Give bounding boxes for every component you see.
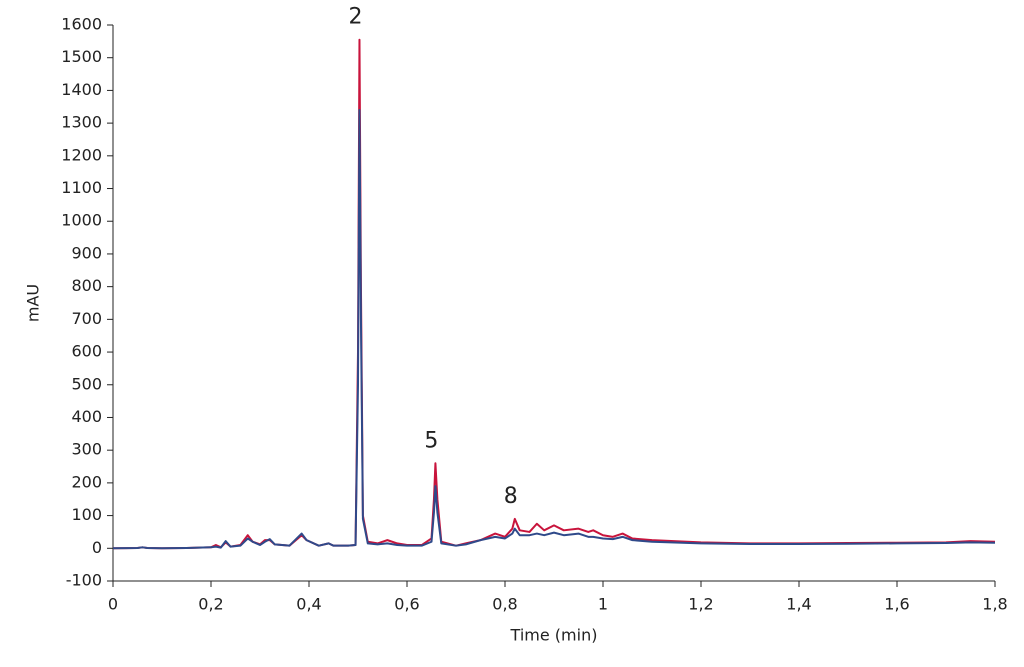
y-tick-label: 500 <box>71 374 102 393</box>
peak-label: 2 <box>348 5 362 30</box>
y-tick-label: -100 <box>66 571 102 590</box>
x-tick-label: 0,2 <box>198 595 223 614</box>
x-tick-label: 0,6 <box>394 595 419 614</box>
x-tick-label: 0 <box>108 595 118 614</box>
x-tick-label: 0,8 <box>492 595 517 614</box>
y-tick-label: 300 <box>71 440 102 459</box>
x-tick-label: 1 <box>598 595 608 614</box>
y-tick-label: 1400 <box>61 80 102 99</box>
x-tick-label: 1,2 <box>688 595 713 614</box>
x-tick-label: 1,4 <box>786 595 811 614</box>
y-tick-label: 1300 <box>61 113 102 132</box>
y-tick-label: 100 <box>71 505 102 524</box>
x-tick-label: 1,6 <box>884 595 909 614</box>
y-tick-label: 1000 <box>61 211 102 230</box>
y-tick-label: 800 <box>71 276 102 295</box>
y-axis-label: mAU <box>24 284 43 322</box>
series-line <box>112 109 996 550</box>
peak-label: 8 <box>504 484 518 509</box>
y-tick-label: 700 <box>71 309 102 328</box>
y-tick-label: 1600 <box>61 15 102 34</box>
y-tick-label: 1100 <box>61 178 102 197</box>
peak-label: 5 <box>424 428 438 453</box>
y-tick-label: 400 <box>71 407 102 426</box>
y-tick-label: 0 <box>92 538 102 557</box>
series-line <box>112 38 996 550</box>
y-tick-label: 900 <box>71 243 102 262</box>
x-tick-label: 1,8 <box>982 595 1007 614</box>
y-tick-label: 1500 <box>61 47 102 66</box>
x-axis-label: Time (min) <box>510 626 598 645</box>
y-tick-label: 1200 <box>61 145 102 164</box>
y-tick-label: 200 <box>71 472 102 491</box>
y-tick-label: 600 <box>71 342 102 361</box>
x-tick-label: 0,4 <box>296 595 321 614</box>
